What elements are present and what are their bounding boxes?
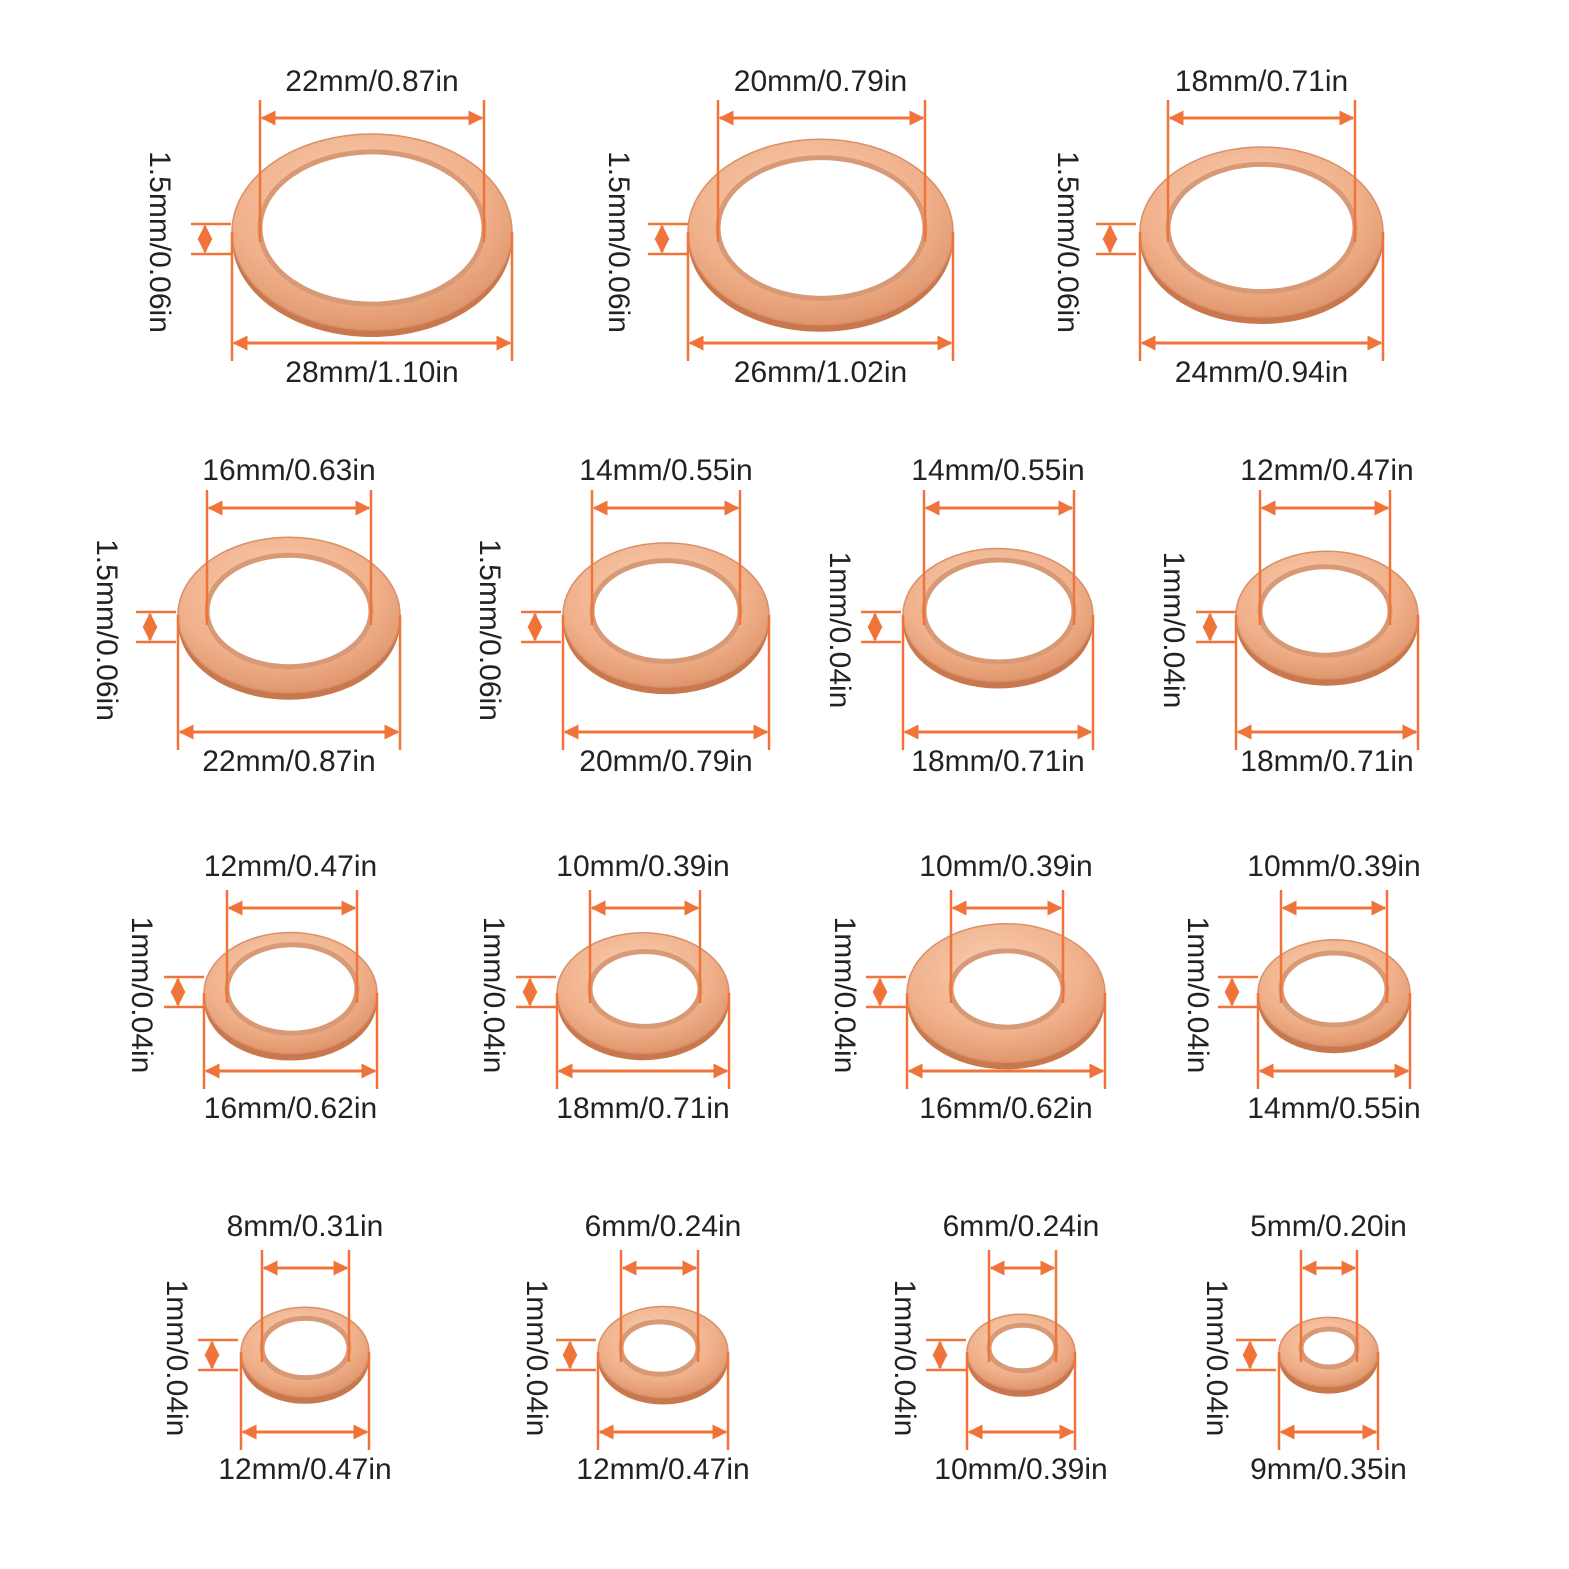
washer-hole xyxy=(715,155,928,301)
washer: 12mm/0.47in 16mm/0.62in 1mm/0.04in xyxy=(125,850,379,1125)
outer-diameter-label: 28mm/1.10in xyxy=(285,356,458,389)
inner-diameter-label: 6mm/0.24in xyxy=(943,1210,1100,1243)
washer-hole xyxy=(1278,950,1390,1028)
washer: 14mm/0.55in 20mm/0.79in 1.5mm/0.06in xyxy=(473,454,771,778)
washer: 6mm/0.24in 10mm/0.39in 1mm/0.04in xyxy=(888,1210,1108,1486)
thickness-label: 1mm/0.04in xyxy=(125,917,158,1074)
inner-diameter-label: 14mm/0.55in xyxy=(579,454,752,487)
thickness-label: 1.5mm/0.06in xyxy=(602,151,635,333)
washer-hole xyxy=(259,1315,352,1381)
washer: 18mm/0.71in 24mm/0.94in 1.5mm/0.06in xyxy=(1051,65,1385,389)
washer: 14mm/0.55in 18mm/0.71in 1mm/0.04in xyxy=(823,454,1095,778)
thickness-label: 1mm/0.04in xyxy=(1200,1280,1233,1437)
thickness-label: 1.5mm/0.06in xyxy=(90,539,123,721)
washer-hole xyxy=(1298,1326,1360,1370)
outer-diameter-label: 26mm/1.02in xyxy=(734,356,907,389)
washer-hole xyxy=(257,149,487,307)
thickness-label: 1mm/0.04in xyxy=(1181,917,1214,1074)
thickness-label: 1mm/0.04in xyxy=(1157,552,1190,709)
outer-diameter-label: 22mm/0.87in xyxy=(202,745,375,778)
inner-diameter-label: 12mm/0.47in xyxy=(1240,454,1413,487)
thickness-label: 1mm/0.04in xyxy=(160,1280,193,1437)
thickness-label: 1mm/0.04in xyxy=(828,917,861,1074)
washer-hole xyxy=(1165,161,1358,295)
washer-hole xyxy=(204,552,374,670)
outer-diameter-label: 18mm/0.71in xyxy=(556,1092,729,1125)
thickness-label: 1mm/0.04in xyxy=(823,552,856,709)
thickness-label: 1mm/0.04in xyxy=(520,1280,553,1437)
thickness-label: 1mm/0.04in xyxy=(888,1280,921,1437)
washer-hole xyxy=(1257,564,1393,658)
washer-hole xyxy=(921,557,1077,665)
washer: 20mm/0.79in 26mm/1.02in 1.5mm/0.06in xyxy=(602,65,955,389)
outer-diameter-label: 9mm/0.35in xyxy=(1250,1453,1407,1486)
thickness-label: 1.5mm/0.06in xyxy=(473,539,506,721)
inner-diameter-label: 10mm/0.39in xyxy=(1247,850,1420,883)
inner-diameter-label: 22mm/0.87in xyxy=(285,65,458,98)
thickness-label: 1.5mm/0.06in xyxy=(143,151,176,333)
washer-hole xyxy=(986,1322,1059,1374)
inner-diameter-label: 18mm/0.71in xyxy=(1175,65,1348,98)
outer-diameter-label: 18mm/0.71in xyxy=(1240,745,1413,778)
washer: 6mm/0.24in 12mm/0.47in 1mm/0.04in xyxy=(520,1210,750,1486)
inner-diameter-label: 12mm/0.47in xyxy=(204,850,377,883)
outer-diameter-label: 18mm/0.71in xyxy=(911,745,1084,778)
outer-diameter-label: 14mm/0.55in xyxy=(1247,1092,1420,1125)
washer: 10mm/0.39in 18mm/0.71in 1mm/0.04in xyxy=(477,850,731,1125)
washer: 10mm/0.39in 16mm/0.62in 1mm/0.04in xyxy=(828,850,1107,1125)
inner-diameter-label: 14mm/0.55in xyxy=(911,454,1084,487)
washer: 10mm/0.39in 14mm/0.55in 1mm/0.04in xyxy=(1181,850,1421,1125)
washer-hole xyxy=(589,558,743,664)
outer-diameter-label: 16mm/0.62in xyxy=(919,1092,1092,1125)
inner-diameter-label: 10mm/0.39in xyxy=(919,850,1092,883)
inner-diameter-label: 10mm/0.39in xyxy=(556,850,729,883)
inner-diameter-label: 16mm/0.63in xyxy=(202,454,375,487)
washer-hole xyxy=(948,948,1066,1030)
thickness-label: 1.5mm/0.06in xyxy=(1051,151,1084,333)
washer: 12mm/0.47in 18mm/0.71in 1mm/0.04in xyxy=(1157,454,1420,778)
outer-diameter-label: 12mm/0.47in xyxy=(218,1453,391,1486)
inner-diameter-label: 20mm/0.79in xyxy=(734,65,907,98)
washer-hole xyxy=(587,949,703,1029)
outer-diameter-label: 16mm/0.62in xyxy=(204,1092,377,1125)
washer-hole xyxy=(618,1319,701,1377)
washer: 16mm/0.63in 22mm/0.87in 1.5mm/0.06in xyxy=(90,454,402,778)
washer: 22mm/0.87in 28mm/1.10in 1.5mm/0.06in xyxy=(143,65,514,389)
outer-diameter-label: 20mm/0.79in xyxy=(579,745,752,778)
outer-diameter-label: 12mm/0.47in xyxy=(576,1453,749,1486)
thickness-label: 1mm/0.04in xyxy=(477,917,510,1074)
washer: 8mm/0.31in 12mm/0.47in 1mm/0.04in xyxy=(160,1210,392,1486)
inner-diameter-label: 8mm/0.31in xyxy=(227,1210,384,1243)
inner-diameter-label: 6mm/0.24in xyxy=(585,1210,742,1243)
outer-diameter-label: 24mm/0.94in xyxy=(1175,356,1348,389)
outer-diameter-label: 10mm/0.39in xyxy=(934,1453,1107,1486)
washer: 5mm/0.20in 9mm/0.35in 1mm/0.04in xyxy=(1200,1210,1407,1486)
washer-hole xyxy=(224,942,360,1036)
inner-diameter-label: 5mm/0.20in xyxy=(1250,1210,1407,1243)
